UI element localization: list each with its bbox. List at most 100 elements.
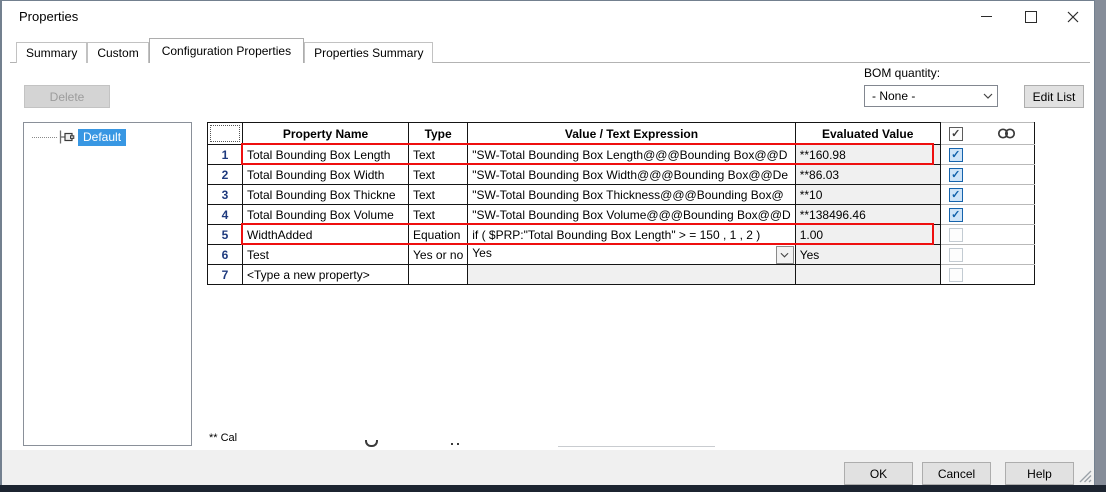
link-checkbox[interactable] xyxy=(948,227,963,242)
type-cell[interactable]: Text xyxy=(407,164,469,185)
tab-strip: Summary Custom Configuration Properties … xyxy=(16,38,434,63)
table-row: 2 Total Bounding Box Width Text "SW-Tota… xyxy=(207,164,1035,185)
tab-strip-divider xyxy=(10,62,1090,63)
chevron-down-icon xyxy=(979,93,997,99)
row-number[interactable]: 4 xyxy=(207,204,243,225)
select-all-checkbox[interactable] xyxy=(948,126,963,141)
ok-button[interactable]: OK xyxy=(844,462,913,485)
type-cell[interactable]: Yes or no xyxy=(407,244,469,265)
dialog-footer: OK Cancel Help xyxy=(2,450,1094,485)
delete-button[interactable]: Delete xyxy=(24,85,110,108)
type-cell[interactable]: Text xyxy=(407,144,469,165)
tree-item-label: Default xyxy=(78,128,127,146)
column-header-property-name: Property Name xyxy=(242,122,409,145)
maximize-icon xyxy=(1025,10,1037,23)
value-cell[interactable]: "SW-Total Bounding Box Width@@@Bounding … xyxy=(467,164,796,185)
evaluated-value-cell xyxy=(794,264,941,285)
configuration-tree: Default xyxy=(23,122,192,446)
configuration-icon xyxy=(59,130,75,144)
row-number[interactable]: 1 xyxy=(207,144,243,165)
maximize-button[interactable] xyxy=(1009,1,1053,32)
table-row: 3 Total Bounding Box Thickne Text "SW-To… xyxy=(207,184,1035,205)
value-dropdown-cell[interactable]: Yes xyxy=(467,244,796,265)
link-checkbox[interactable] xyxy=(948,267,963,282)
property-name-cell[interactable]: Total Bounding Box Volume xyxy=(242,204,409,225)
title-bar: Properties xyxy=(2,1,1094,33)
edit-list-button[interactable]: Edit List xyxy=(1024,85,1084,108)
row-number[interactable]: 6 xyxy=(207,244,243,265)
type-cell[interactable]: Text xyxy=(407,184,469,205)
render-artifact xyxy=(451,443,453,445)
help-button[interactable]: Help xyxy=(1005,462,1074,485)
table-row: 6 Test Yes or no Yes Yes xyxy=(207,244,1035,265)
tab-summary[interactable]: Summary xyxy=(16,42,88,63)
value-dropdown-text: Yes xyxy=(472,245,492,260)
value-cell[interactable]: "SW-Total Bounding Box Volume@@@Bounding… xyxy=(467,204,796,225)
resize-grip[interactable] xyxy=(1076,467,1092,483)
property-name-cell[interactable]: WidthAdded xyxy=(242,224,409,245)
type-cell[interactable] xyxy=(407,264,469,285)
table-row: 4 Total Bounding Box Volume Text "SW-Tot… xyxy=(207,204,1035,225)
close-button[interactable] xyxy=(1051,1,1095,32)
link-cell xyxy=(939,164,1035,185)
render-artifact xyxy=(365,440,378,447)
cancel-button[interactable]: Cancel xyxy=(922,462,991,485)
minimize-button[interactable] xyxy=(964,1,1008,32)
property-name-cell[interactable]: Total Bounding Box Length xyxy=(242,144,409,165)
tree-item-default[interactable]: Default xyxy=(32,128,127,146)
window-title: Properties xyxy=(19,9,79,24)
link-checkbox[interactable] xyxy=(948,167,963,182)
column-header-link xyxy=(939,122,1035,145)
link-checkbox[interactable] xyxy=(948,207,963,222)
bom-quantity-select[interactable]: - None - xyxy=(864,85,998,107)
table-row: 1 Total Bounding Box Length Text "SW-Tot… xyxy=(207,144,1035,165)
footnote-text: ** Cal xyxy=(209,432,238,444)
properties-grid: Property Name Type Value / Text Expressi… xyxy=(207,122,1035,285)
link-cell xyxy=(939,244,1035,265)
column-header-type: Type xyxy=(407,122,469,145)
property-name-cell[interactable]: <Type a new property> xyxy=(242,264,409,285)
link-cell xyxy=(939,184,1035,205)
link-checkbox[interactable] xyxy=(948,247,963,262)
link-cell xyxy=(939,204,1035,225)
link-cell xyxy=(939,264,1035,285)
value-cell xyxy=(467,264,796,285)
evaluated-value-cell: **10 xyxy=(794,184,941,205)
evaluated-value-cell: Yes xyxy=(794,244,941,265)
value-cell[interactable]: if ( $PRP:"Total Bounding Box Length" > … xyxy=(467,224,796,245)
row-number[interactable]: 7 xyxy=(207,264,243,285)
tab-configuration-properties[interactable]: Configuration Properties xyxy=(148,38,305,63)
row-selector-header[interactable] xyxy=(207,122,243,145)
column-header-evaluated: Evaluated Value xyxy=(794,122,941,145)
row-number[interactable]: 5 xyxy=(207,224,243,245)
property-name-cell[interactable]: Total Bounding Box Thickne xyxy=(242,184,409,205)
selection-marquee xyxy=(210,125,240,142)
column-header-value: Value / Text Expression xyxy=(467,122,796,145)
minimize-icon xyxy=(980,16,992,17)
link-cell xyxy=(939,144,1035,165)
row-number[interactable]: 3 xyxy=(207,184,243,205)
link-checkbox[interactable] xyxy=(948,147,963,162)
evaluated-value-cell: **160.98 xyxy=(794,144,941,165)
type-cell[interactable]: Equation xyxy=(407,224,469,245)
table-row: 5 WidthAdded Equation if ( $PRP:"Total B… xyxy=(207,224,1035,245)
property-name-cell[interactable]: Total Bounding Box Width xyxy=(242,164,409,185)
grid-header-row: Property Name Type Value / Text Expressi… xyxy=(207,122,1035,145)
bom-quantity-value: - None - xyxy=(872,89,916,103)
table-row: 7 <Type a new property> xyxy=(207,264,1035,285)
tab-custom[interactable]: Custom xyxy=(87,42,149,63)
property-name-cell[interactable]: Test xyxy=(242,244,409,265)
properties-dialog: Properties Summary Custom Configuration … xyxy=(0,0,1095,485)
row-number[interactable]: 2 xyxy=(207,164,243,185)
render-artifact xyxy=(558,446,715,447)
evaluated-value-cell: **138496.46 xyxy=(794,204,941,225)
value-cell[interactable]: "SW-Total Bounding Box Length@@@Bounding… xyxy=(467,144,796,165)
type-cell[interactable]: Text xyxy=(407,204,469,225)
background-bottom-strip xyxy=(0,485,1106,492)
link-checkbox[interactable] xyxy=(948,187,963,202)
value-cell[interactable]: "SW-Total Bounding Box Thickness@@@Bound… xyxy=(467,184,796,205)
chevron-down-icon[interactable] xyxy=(775,245,794,264)
bom-quantity-label: BOM quantity: xyxy=(864,66,941,80)
tab-properties-summary[interactable]: Properties Summary xyxy=(304,42,434,63)
